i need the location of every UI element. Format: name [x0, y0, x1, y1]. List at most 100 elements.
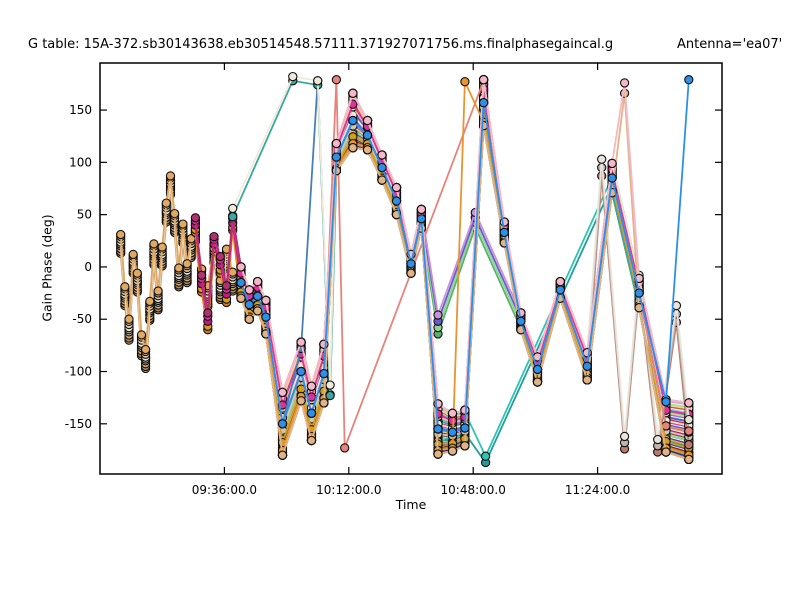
data-point-marker	[165, 171, 176, 181]
data-point-marker	[296, 366, 306, 377]
y-tick-label: 0	[84, 260, 92, 274]
data-point-marker	[244, 314, 254, 324]
y-tick-label: 50	[77, 208, 92, 222]
data-point-marker	[261, 312, 271, 322]
data-point-marker	[261, 295, 271, 306]
data-point-marker	[132, 268, 142, 278]
data-point-marker	[684, 414, 694, 425]
data-point-marker	[516, 316, 526, 326]
data-point-marker	[597, 154, 607, 164]
x-tick-label: 09:36:00.0	[192, 483, 257, 497]
data-point-marker	[478, 75, 489, 85]
data-point-marker	[209, 231, 219, 242]
data-point-marker	[348, 115, 358, 126]
data-point-marker	[296, 396, 306, 406]
data-point-marker	[684, 426, 694, 436]
data-point-marker	[124, 314, 134, 324]
data-point-marker	[325, 390, 335, 401]
data-point-marker	[348, 143, 358, 153]
x-axis-label: Time	[395, 497, 427, 512]
data-point-marker	[277, 387, 288, 398]
data-point-marker	[136, 330, 147, 340]
data-point-marker	[319, 339, 329, 349]
y-axis-label: Gain Phase (deg)	[39, 214, 55, 322]
data-point-marker	[252, 306, 263, 316]
y-tick-label: 150	[69, 103, 92, 117]
data-point-marker	[499, 227, 509, 238]
data-point-marker	[460, 441, 470, 451]
data-point-marker	[532, 364, 543, 375]
data-point-marker	[661, 397, 671, 407]
data-point-marker	[362, 145, 373, 155]
data-point-marker	[296, 337, 306, 347]
data-point-marker	[684, 454, 694, 465]
data-point-marker	[252, 276, 263, 287]
axes-frame	[99, 62, 723, 475]
data-point-marker	[362, 115, 373, 126]
data-point-marker	[362, 130, 373, 140]
data-point-marker	[116, 229, 126, 240]
x-tick-label: 11:24:00.0	[565, 483, 630, 497]
data-point-marker	[128, 249, 138, 260]
data-point-marker	[236, 293, 246, 303]
data-point-marker	[460, 423, 470, 433]
data-point-marker	[174, 263, 184, 273]
series-line	[194, 88, 689, 422]
data-point-marker	[607, 158, 617, 169]
y-tick-label: 100	[69, 155, 92, 169]
data-point-marker	[555, 276, 565, 287]
data-point-marker	[634, 288, 644, 298]
plot-title: G table: 15A-372.sb30143638.eb30514548.5…	[28, 37, 614, 52]
series-line	[194, 101, 690, 434]
data-point-marker	[178, 219, 188, 229]
data-point-marker	[406, 259, 416, 269]
y-tick-label: -50	[72, 312, 92, 326]
data-point-marker	[228, 203, 238, 214]
y-tick-label: -100	[65, 365, 92, 379]
data-point-marker	[582, 361, 592, 371]
data-point-marker	[288, 71, 298, 82]
data-point-marker	[377, 150, 387, 160]
data-point-marker	[182, 259, 192, 269]
data-point-marker	[607, 173, 617, 183]
data-point-marker	[244, 285, 254, 295]
data-point-marker	[319, 398, 329, 408]
data-point-marker	[460, 77, 470, 87]
data-point-marker	[169, 208, 180, 219]
data-point-marker	[331, 152, 342, 162]
data-point-marker	[532, 377, 543, 387]
data-point-marker	[244, 299, 254, 310]
data-point-marker	[277, 419, 288, 429]
data-point-marker	[684, 398, 694, 408]
data-point-marker	[149, 239, 159, 249]
x-tick-label: 10:12:00.0	[316, 483, 381, 497]
data-point-marker	[203, 308, 213, 318]
data-point-marker	[447, 446, 458, 456]
data-point-marker	[391, 196, 402, 206]
data-point-marker	[190, 213, 201, 223]
data-point-marker	[661, 447, 671, 457]
data-point-marker	[145, 296, 155, 307]
series-line	[240, 79, 690, 434]
data-point-marker	[447, 408, 458, 418]
data-point-marker	[377, 175, 387, 185]
data-point-marker	[236, 277, 246, 288]
antenna-label: Antenna='ea07'	[677, 37, 783, 52]
data-point-marker	[433, 424, 443, 434]
data-point-marker	[120, 282, 130, 292]
data-point-marker	[480, 451, 491, 461]
x-tick-label: 10:48:00.0	[441, 483, 506, 497]
data-point-marker	[331, 138, 342, 149]
data-point-marker	[619, 78, 630, 88]
data-point-marker	[653, 434, 663, 445]
data-point-marker	[447, 427, 458, 437]
data-point-marker	[416, 204, 427, 215]
data-point-marker	[153, 286, 163, 296]
data-point-marker	[157, 242, 167, 252]
data-point-marker	[228, 212, 238, 222]
data-point-marker	[433, 449, 443, 459]
data-point-marker	[306, 408, 317, 418]
data-point-marker	[277, 450, 288, 460]
